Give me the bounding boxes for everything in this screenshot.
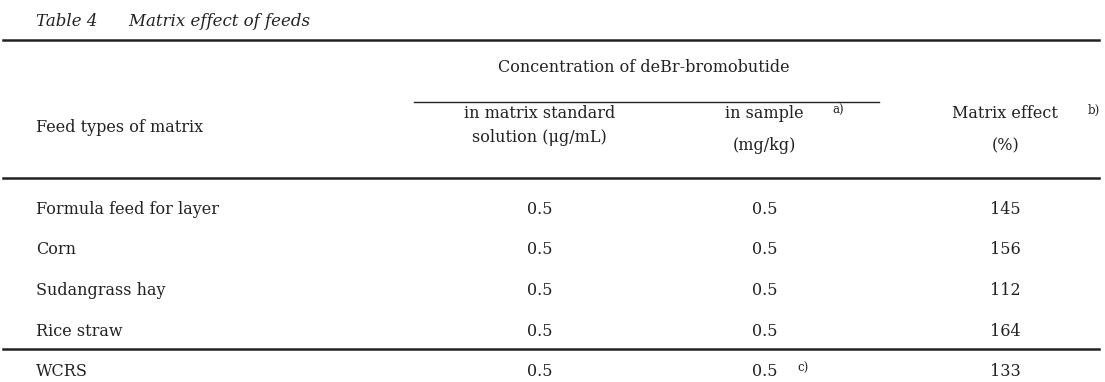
Text: 0.5: 0.5 (527, 363, 552, 380)
Text: c): c) (797, 362, 809, 375)
Text: Concentration of deBr-bromobutide: Concentration of deBr-bromobutide (498, 59, 790, 76)
Text: 112: 112 (990, 282, 1021, 299)
Text: 0.5: 0.5 (527, 282, 552, 299)
Text: Feed types of matrix: Feed types of matrix (35, 120, 203, 136)
Text: (mg/kg): (mg/kg) (733, 137, 796, 154)
Text: 0.5: 0.5 (751, 363, 777, 380)
Text: b): b) (1087, 104, 1099, 117)
Text: Formula feed for layer: Formula feed for layer (35, 201, 219, 218)
Text: 0.5: 0.5 (751, 241, 777, 259)
Text: in sample: in sample (725, 105, 803, 122)
Text: 133: 133 (990, 363, 1021, 380)
Text: Table 4      Matrix effect of feeds: Table 4 Matrix effect of feeds (35, 13, 309, 31)
Text: 164: 164 (990, 323, 1021, 340)
Text: Corn: Corn (35, 241, 75, 259)
Text: a): a) (832, 104, 844, 117)
Text: Matrix effect: Matrix effect (953, 105, 1059, 122)
Text: 0.5: 0.5 (527, 241, 552, 259)
Text: 145: 145 (990, 201, 1021, 218)
Text: 0.5: 0.5 (527, 323, 552, 340)
Text: 156: 156 (990, 241, 1021, 259)
Text: 0.5: 0.5 (751, 201, 777, 218)
Text: Sudangrass hay: Sudangrass hay (35, 282, 165, 299)
Text: Rice straw: Rice straw (35, 323, 123, 340)
Text: (%): (%) (991, 137, 1019, 154)
Text: 0.5: 0.5 (751, 282, 777, 299)
Text: WCRS: WCRS (35, 363, 87, 380)
Text: in matrix standard
solution (μg/mL): in matrix standard solution (μg/mL) (464, 105, 615, 146)
Text: 0.5: 0.5 (527, 201, 552, 218)
Text: 0.5: 0.5 (751, 323, 777, 340)
